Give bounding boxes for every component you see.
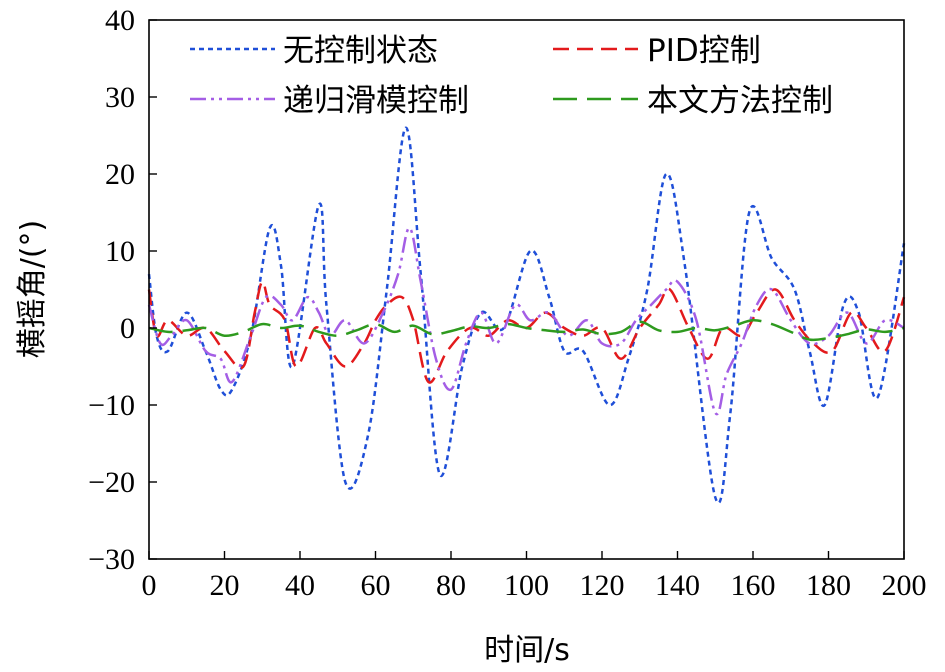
x-tick-label: 40	[285, 569, 315, 602]
series-layer	[147, 126, 906, 505]
y-tick-label: 20	[105, 158, 135, 191]
axis-ticks: 0 20 40 60 80 100 120 140 160 180 200 −30 −20 −10 0 10 2…	[88, 4, 926, 602]
x-tick-label: 140	[655, 569, 700, 602]
series-recursive-sliding-mode	[147, 226, 905, 416]
legend: 无控制状态 PID控制 递归滑模控制 本文方法控制	[190, 33, 833, 119]
x-tick-label: 200	[882, 569, 927, 602]
y-tick-label: −20	[88, 466, 135, 499]
y-axis-label: 横摇角/(°)	[15, 220, 50, 359]
legend-label-proposed-method: 本文方法控制	[647, 83, 833, 119]
x-tick-label: 120	[580, 569, 625, 602]
legend-label-recursive-sliding-mode: 递归滑模控制	[283, 83, 469, 119]
x-tick-label: 160	[731, 569, 776, 602]
x-tick-label: 60	[361, 569, 391, 602]
x-axis-label: 时间/s	[484, 633, 570, 668]
x-tick-label: 100	[504, 569, 549, 602]
legend-label-pid: PID控制	[647, 33, 761, 69]
legend-label-no-control: 无控制状态	[283, 33, 438, 69]
series-proposed-method	[148, 319, 905, 342]
x-tick-label: 0	[142, 569, 157, 602]
series-no-control	[147, 126, 906, 505]
y-tick-label: 0	[120, 312, 135, 345]
y-tick-label: 10	[105, 235, 135, 268]
x-tick-label: 80	[436, 569, 466, 602]
y-tick-label: 30	[105, 81, 135, 114]
y-tick-label: −30	[88, 543, 135, 576]
x-tick-label: 180	[806, 569, 851, 602]
y-tick-label: 40	[105, 4, 135, 37]
x-tick-label: 20	[210, 569, 240, 602]
y-tick-label: −10	[88, 389, 135, 422]
series-pid	[147, 280, 906, 384]
